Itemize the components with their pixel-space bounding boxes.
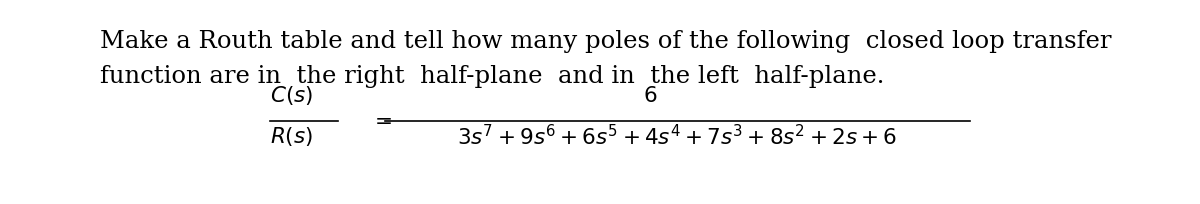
Text: $6$: $6$ (643, 85, 658, 106)
Text: $=$: $=$ (370, 109, 392, 130)
Text: $\mathit{R}(s)$: $\mathit{R}(s)$ (270, 124, 313, 147)
Text: $3s^7 + 9s^6 + 6s^5 + 4s^4 + 7s^3 + 8s^2 + 2s + 6$: $3s^7 + 9s^6 + 6s^5 + 4s^4 + 7s^3 + 8s^2… (457, 124, 898, 150)
Text: $\mathit{C}(s)$: $\mathit{C}(s)$ (270, 84, 313, 106)
Text: Make a Routh table and tell how many poles of the following  closed loop transfe: Make a Routh table and tell how many pol… (100, 30, 1111, 53)
Text: function are in  the right  half-plane  and in  the left  half-plane.: function are in the right half-plane and… (100, 65, 884, 88)
